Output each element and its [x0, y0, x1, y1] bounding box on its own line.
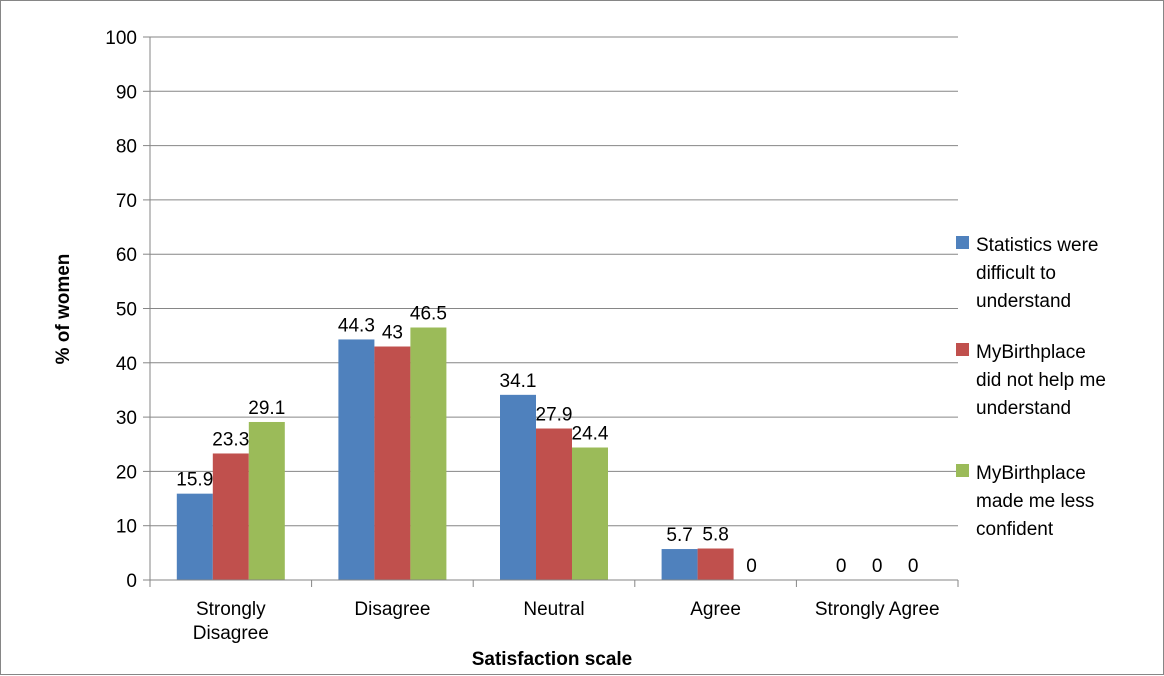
data-label: 27.9	[536, 405, 573, 426]
data-label: 23.3	[212, 429, 249, 450]
y-tick-label: 50	[116, 300, 137, 321]
data-label: 15.9	[176, 470, 213, 491]
bar	[374, 346, 411, 580]
bar	[697, 548, 734, 580]
bar	[338, 339, 375, 580]
y-tick-label: 10	[116, 517, 137, 538]
bar	[500, 394, 536, 580]
bars	[176, 327, 734, 580]
legend-label: difficult to	[976, 263, 1056, 284]
x-tick-label: Agree	[690, 599, 741, 620]
bar	[572, 447, 608, 580]
y-tick-label: 30	[116, 408, 137, 429]
y-tick-label: 20	[116, 462, 137, 483]
x-tick-label: Strongly	[196, 599, 266, 620]
y-tick-label: 60	[116, 245, 137, 266]
legend-swatch	[956, 236, 969, 249]
x-tick-label: Disagree	[354, 599, 430, 620]
bar	[248, 421, 285, 580]
data-label: 44.3	[338, 315, 375, 336]
bar	[410, 327, 447, 580]
x-axis-title: Satisfaction scale	[472, 649, 633, 670]
legend-label: understand	[976, 291, 1071, 312]
data-label: 34.1	[500, 371, 537, 392]
legend-label: MyBirthplace	[976, 342, 1086, 363]
y-tick-label: 100	[105, 28, 137, 49]
bar	[212, 453, 249, 580]
y-tick-label: 70	[116, 191, 137, 212]
bar	[661, 549, 698, 580]
data-label: 24.4	[572, 424, 609, 445]
legend-label: confident	[976, 519, 1054, 540]
legend-swatch	[956, 343, 969, 356]
y-tick-label: 80	[116, 137, 137, 158]
data-labels: 15.9 44.3 34.1 5.7 0 23.3 43 27.9 5.8 0 29.1 46.5 24…	[176, 304, 918, 577]
y-tick-label: 40	[116, 354, 137, 375]
x-tick-label: Neutral	[523, 599, 584, 620]
data-label: 0	[872, 556, 883, 577]
data-label: 43	[382, 323, 403, 344]
legend-label: understand	[976, 398, 1071, 419]
legend-label: MyBirthplace	[976, 463, 1086, 484]
legend-label: did not help me	[976, 370, 1106, 391]
x-tick-label: Strongly Agree	[815, 599, 940, 620]
bar	[176, 493, 213, 580]
y-axis-title: % of women	[53, 254, 74, 365]
data-label: 46.5	[410, 304, 447, 325]
x-tick-label: Disagree	[193, 623, 269, 644]
data-label: 0	[908, 556, 919, 577]
bar	[536, 428, 572, 580]
y-tick-label: 90	[116, 82, 137, 103]
data-label: 0	[746, 556, 757, 577]
data-label: 0	[836, 556, 847, 577]
legend-label: made me less	[976, 491, 1094, 512]
data-label: 5.7	[666, 525, 692, 546]
legend-swatch	[956, 464, 969, 477]
data-label: 5.8	[702, 525, 728, 546]
data-label: 29.1	[248, 398, 285, 419]
legend: Statistics were difficult to understand MyB…	[956, 235, 1106, 540]
y-tick-label: 0	[126, 571, 137, 592]
axes: 0 10 20 30 40 50 60 70 80 90 100 Strongly Disagree Di…	[105, 28, 959, 644]
legend-label: Statistics were	[976, 235, 1098, 256]
